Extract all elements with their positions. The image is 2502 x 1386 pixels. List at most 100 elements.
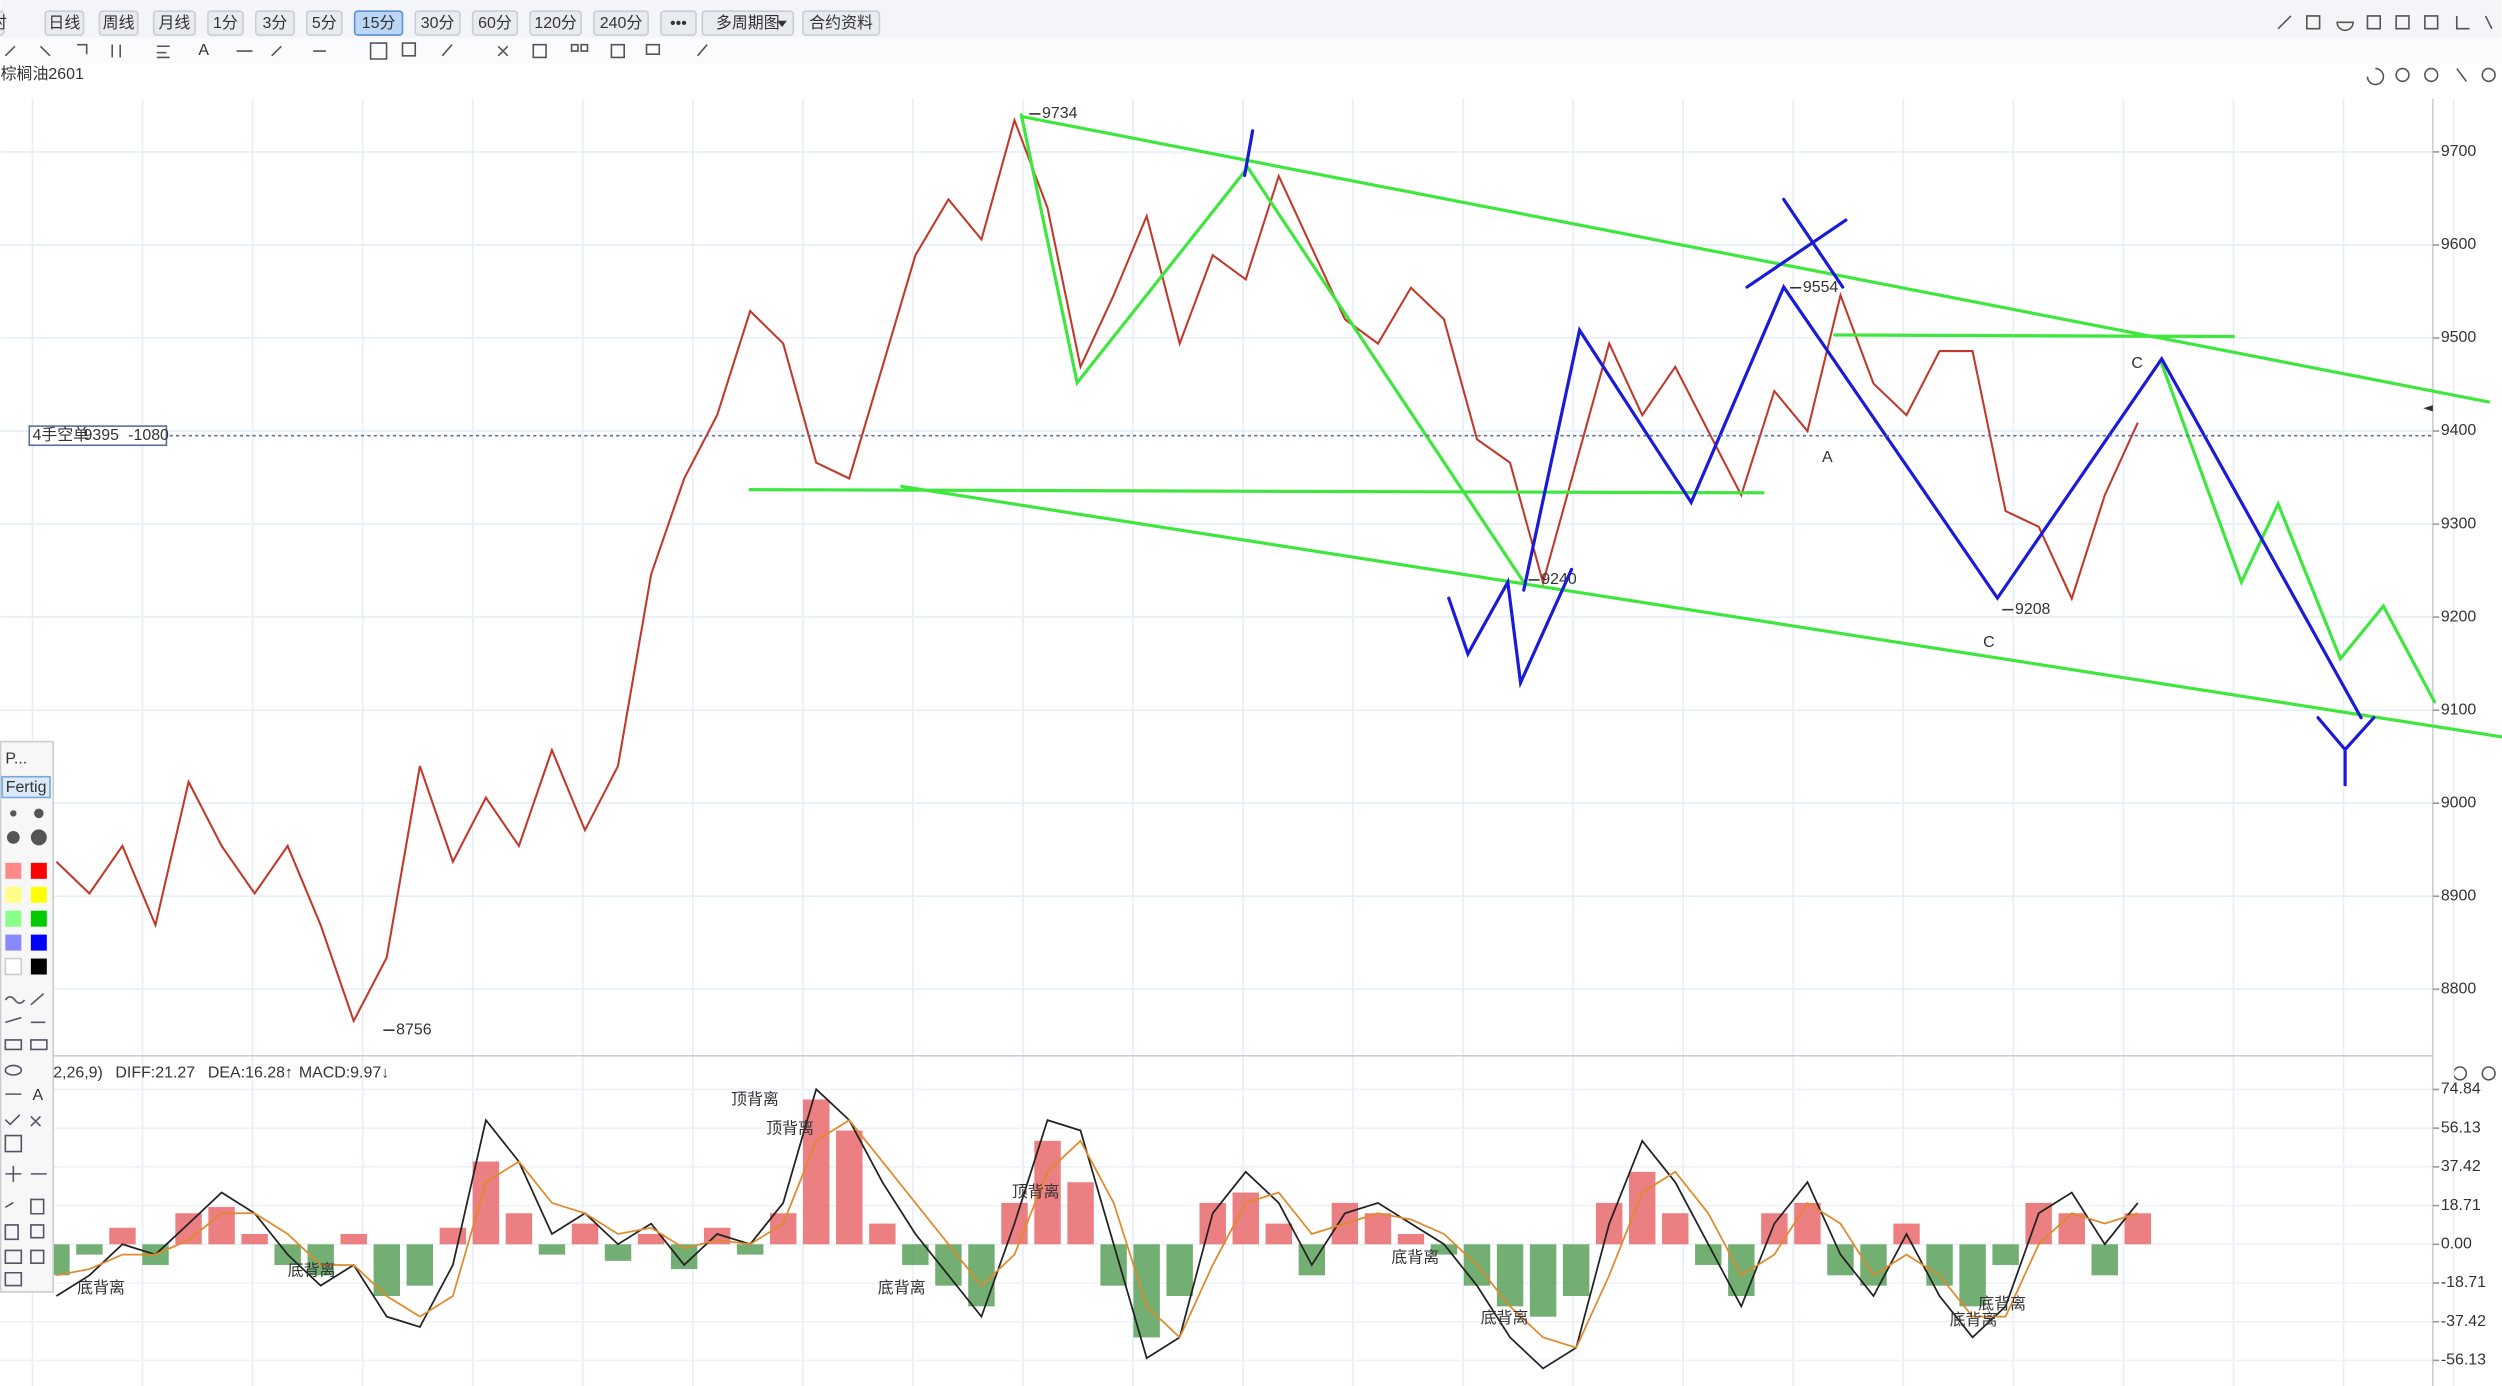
period-button[interactable] [353, 10, 404, 36]
hand-letter: C [1983, 634, 1995, 651]
macd-bar [1695, 1244, 1722, 1265]
y-tick-label: 9700 [2441, 143, 2477, 160]
divergence-label: 底背离 [1950, 1311, 1998, 1329]
macd-bar [869, 1223, 896, 1245]
panel-icons[interactable] [4, 993, 48, 1287]
period-button[interactable] [660, 10, 697, 36]
period-button[interactable] [471, 10, 519, 36]
period-label[interactable]: 日线 [48, 14, 80, 32]
period-label[interactable]: 周线 [103, 14, 135, 32]
macd-bar [472, 1161, 500, 1245]
period-button[interactable] [593, 10, 649, 36]
divergence-label: 顶背离 [766, 1119, 814, 1137]
period-button[interactable] [207, 10, 244, 36]
period-button[interactable] [98, 10, 139, 36]
macd-bar [1100, 1244, 1127, 1286]
panel-title: P... [5, 750, 27, 767]
hand-letter: A [1822, 449, 1833, 466]
period-button[interactable] [701, 10, 795, 36]
hand-labels: C C A [1822, 355, 2143, 651]
macd-bar [1265, 1223, 1293, 1245]
macd-bar [1199, 1202, 1226, 1245]
y-tick-label: -56.13 [2441, 1352, 2486, 1369]
macd-bar [109, 1227, 136, 1245]
divergence-label: 底背离 [77, 1279, 125, 1297]
drawing-panel: P... Fertig A [0, 740, 55, 1293]
y-tick-label: 9000 [2441, 794, 2477, 811]
period-button[interactable] [254, 10, 295, 36]
period-button[interactable] [44, 10, 85, 36]
period-label[interactable]: 合约资料 [809, 14, 873, 32]
y-tick-label: 8800 [2441, 980, 2477, 997]
price-annotation: 9240 [1541, 571, 1577, 588]
y-tick-label: 0.00 [2441, 1235, 2472, 1252]
swatches[interactable] [4, 808, 47, 976]
hand-letter: C [2131, 355, 2143, 372]
period-label[interactable]: 120分 [534, 14, 577, 32]
divergence-label: 顶背离 [1012, 1183, 1060, 1201]
dif-line [55, 1087, 2139, 1370]
macd-title: 2,26,9) [53, 1065, 103, 1082]
drawings [748, 113, 2502, 787]
period-label[interactable]: 3分 [262, 14, 287, 32]
order-label: 4手空单 [32, 426, 89, 444]
divergence-label: 底背离 [1481, 1309, 1529, 1327]
divergence-label: 底背离 [878, 1279, 926, 1297]
y-tick-label: 9300 [2441, 515, 2477, 532]
panel-text-tool[interactable]: A [32, 1087, 43, 1104]
y-tick-label: 18.71 [2441, 1197, 2481, 1214]
period-button[interactable] [306, 10, 343, 36]
macd-bar [803, 1099, 830, 1245]
text-tool[interactable]: A [198, 42, 209, 59]
macd-bar [1166, 1244, 1193, 1297]
divergence-label: 顶背离 [731, 1091, 779, 1109]
macd-bar [1629, 1171, 1656, 1245]
dea-line [56, 1118, 2139, 1349]
macd-readout: MACD:9.97↓ [299, 1065, 389, 1082]
macd-bar [2124, 1213, 2151, 1245]
macd-bar [406, 1244, 434, 1286]
period-label[interactable]: 1分 [213, 14, 238, 32]
period-button[interactable] [0, 10, 5, 36]
period-button[interactable] [529, 10, 582, 36]
macd-readout: DIFF:21.27 [115, 1065, 195, 1082]
macd-bar [76, 1244, 103, 1255]
plot: 97349554924092088756顶背离顶背离顶背离底背离底背离底背离底背… [43, 105, 2151, 1370]
period-label[interactable]: 多周期图 [716, 14, 780, 32]
price-annotation: 9734 [1042, 105, 1078, 122]
macd-bar [505, 1213, 533, 1245]
macd-bar [307, 1244, 334, 1276]
dropdown-arrow [777, 20, 787, 28]
period-label[interactable]: 30分 [421, 14, 455, 32]
y-tick-label: 9400 [2441, 422, 2477, 439]
period-button[interactable] [152, 10, 196, 36]
order-box [28, 425, 168, 447]
macd-bar [1827, 1244, 1854, 1276]
period-button[interactable] [802, 10, 881, 36]
macd-bar [1397, 1233, 1425, 1245]
period-label[interactable]: 分时 [0, 14, 7, 32]
macd-bar [1133, 1244, 1160, 1338]
period-label[interactable]: 5分 [312, 14, 337, 32]
macd-bar [1562, 1244, 1590, 1297]
macd-bar [1662, 1213, 1689, 1245]
done-button[interactable] [1, 775, 51, 799]
period-label[interactable]: 15分 [362, 14, 396, 32]
macd-bar [241, 1233, 268, 1245]
period-label[interactable]: 月线 [158, 14, 190, 32]
y-tick-label: 74.84 [2441, 1081, 2481, 1098]
macd-bar [1959, 1244, 1986, 1307]
period-label[interactable]: 60分 [478, 14, 512, 32]
macd-bar [1067, 1182, 1094, 1245]
macd-bar [439, 1227, 467, 1245]
y-tick-label: 8900 [2441, 887, 2477, 904]
macd-bar [736, 1244, 764, 1255]
period-label[interactable]: 240分 [600, 14, 643, 32]
macd-bar [1430, 1244, 1458, 1255]
y-tick-label: 37.42 [2441, 1158, 2481, 1175]
done-label[interactable]: Fertig [6, 779, 47, 796]
period-button[interactable] [414, 10, 461, 36]
period-label[interactable]: ••• [670, 15, 687, 32]
